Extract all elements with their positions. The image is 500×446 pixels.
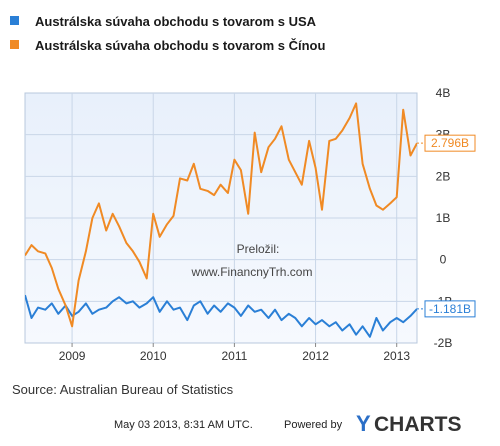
footer-powered-by: Powered by [284,419,343,431]
footer: May 03 2013, 8:31 AM UTC. Powered by Y C… [114,411,462,436]
x-axis-ticks: 2009 2010 2011 2012 2013 [59,343,410,363]
grid-lines [25,93,417,343]
ycharts-logo: Y CHARTS [356,411,462,436]
watermark-line1: Preložil: [237,242,280,256]
y-tick-label: 2B [436,169,451,183]
ycharts-logo-y: Y [356,411,371,436]
y-tick-label: 0 [440,253,447,267]
y-tick-label: 4B [436,86,451,100]
end-label-china: 2.796B [431,136,469,150]
watermark-line2: www.FinancnyTrh.com [191,265,313,279]
source-text: Source: Australian Bureau of Statistics [12,382,234,397]
series-line-china [25,102,417,328]
x-tick-label: 2011 [221,349,247,363]
y-tick-label: 1B [436,211,451,225]
end-label-usa: -1.181B [429,302,471,316]
legend-swatch-usa [10,16,19,25]
legend-swatch-china [10,40,19,49]
footer-timestamp: May 03 2013, 8:31 AM UTC. [114,419,253,431]
series-line-usa [25,294,417,338]
ycharts-logo-rest: CHARTS [374,413,462,436]
legend-label-usa: Austrálska súvaha obchodu s tovarom s US… [35,14,317,29]
series-lines [25,102,417,338]
end-labels: -1.181B 2.796B [417,134,476,318]
legend: Austrálska súvaha obchodu s tovarom s US… [10,14,325,53]
x-tick-label: 2013 [383,349,410,363]
watermark: Preložil: www.FinancnyTrh.com [191,242,313,279]
y-tick-label: -2B [434,336,453,350]
legend-label-china: Austrálska súvaha obchodu s tovarom s Čí… [35,38,325,53]
end-label-box-usa [424,300,476,318]
x-tick-label: 2009 [59,349,86,363]
end-label-box-china [424,134,476,152]
x-tick-label: 2012 [302,349,329,363]
x-tick-label: 2010 [140,349,167,363]
